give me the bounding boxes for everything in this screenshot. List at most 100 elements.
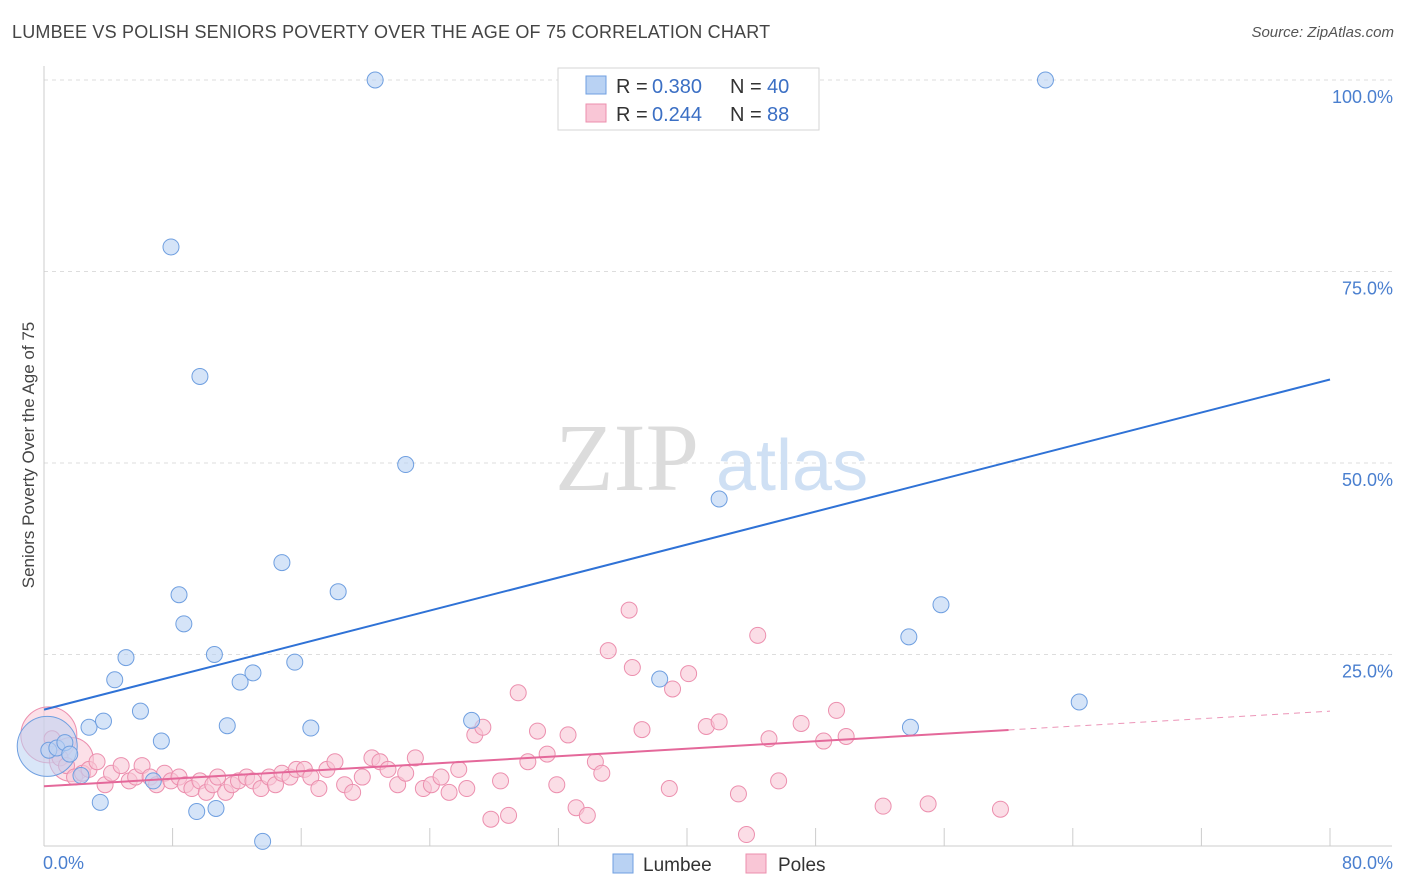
legend-poles-r-label: R =	[616, 104, 648, 126]
poles-point	[623, 659, 641, 677]
lumbee-point	[1036, 71, 1054, 89]
y-tick-labels: 25.0% 50.0% 75.0% 100.0%	[1332, 87, 1393, 682]
trend-line-0	[43, 378, 1331, 711]
lumbee-point	[710, 490, 728, 508]
poles-points	[20, 601, 1009, 844]
poles-point	[458, 780, 476, 798]
lumbee-point	[152, 732, 170, 750]
poles-point	[991, 800, 1009, 818]
watermark: ZIP atlas	[555, 404, 868, 511]
poles-point	[482, 810, 500, 828]
lumbee-point	[106, 671, 124, 689]
chart-title: LUMBEE VS POLISH SENIORS POVERTY OVER TH…	[12, 22, 771, 42]
poles-point	[620, 601, 638, 619]
lumbee-point	[205, 646, 223, 663]
poles-point	[827, 701, 845, 719]
y-tick-label-25: 25.0%	[1342, 662, 1393, 682]
poles-point	[770, 772, 788, 790]
poles-point	[133, 757, 151, 775]
poles-point	[88, 753, 106, 771]
lumbee-point	[651, 670, 669, 688]
correlation-legend: R = 0.380 N = 40 R = 0.244 N = 88	[557, 67, 820, 131]
lumbee-point	[162, 238, 180, 256]
poles-point	[919, 795, 937, 813]
poles-point	[112, 757, 130, 775]
poles-point	[379, 760, 397, 778]
poles-point	[397, 764, 415, 782]
lumbee-point	[244, 664, 262, 682]
poles-point	[578, 806, 596, 824]
lumbee-point	[175, 615, 193, 633]
trend-lines	[43, 378, 1331, 788]
poles-point	[599, 642, 617, 660]
poles-point	[440, 783, 458, 801]
source-label: Source: ZipAtlas.com	[1251, 24, 1394, 41]
lumbee-point	[188, 803, 206, 821]
lumbee-point	[900, 628, 918, 646]
watermark-atlas: atlas	[716, 426, 868, 506]
bottom-legend-poles-label: Poles	[778, 855, 826, 876]
legend-poles-n-value: 88	[767, 104, 789, 126]
lumbee-point	[302, 719, 320, 737]
watermark-zip: ZIP	[555, 404, 699, 511]
poles-point	[302, 768, 320, 786]
bottom-legend-lumbee-label: Lumbee	[643, 855, 712, 876]
legend-lumbee-swatch	[585, 75, 607, 95]
poles-point	[729, 785, 747, 803]
lumbee-point	[80, 718, 98, 736]
grid-lines	[44, 79, 1392, 655]
poles-point	[660, 780, 678, 798]
legend-lumbee-r-value: 0.380	[652, 76, 702, 98]
lumbee-point	[117, 649, 135, 667]
poles-point	[837, 727, 855, 745]
poles-point	[680, 665, 698, 683]
lumbee-point	[397, 456, 415, 474]
x-tick-label-80: 80.0%	[1342, 853, 1393, 873]
poles-point	[538, 745, 556, 763]
poles-point	[633, 721, 651, 739]
legend-poles-swatch	[585, 103, 607, 123]
lumbee-point	[286, 653, 304, 671]
poles-point	[792, 714, 810, 732]
poles-point	[353, 768, 371, 786]
x-tick-label-0: 0.0%	[43, 853, 84, 873]
lumbee-point	[254, 832, 272, 850]
lumbee-point	[329, 583, 347, 601]
poles-point	[664, 680, 682, 698]
poles-point	[749, 626, 767, 644]
lumbee-point	[463, 711, 481, 729]
lumbee-point	[207, 799, 225, 817]
y-axis-label: Seniors Poverty Over the Age of 75	[19, 322, 38, 588]
poles-point	[344, 783, 362, 801]
x-tick-labels: 0.0% 80.0%	[43, 853, 1393, 873]
poles-point	[529, 722, 547, 740]
poles-point	[519, 753, 537, 771]
poles-point	[326, 753, 344, 771]
lumbee-point	[932, 596, 950, 614]
bottom-legend-lumbee-swatch	[612, 853, 634, 874]
lumbee-point	[1070, 693, 1088, 711]
lumbee-point	[94, 712, 112, 730]
trend-line-1	[43, 728, 1009, 788]
lumbee-point	[72, 767, 90, 785]
y-tick-label-50: 50.0%	[1342, 470, 1393, 490]
poles-point	[310, 780, 328, 798]
poles-point	[710, 713, 728, 731]
poles-point	[492, 772, 510, 790]
legend-lumbee-n-label: N =	[730, 76, 762, 98]
poles-point	[593, 764, 611, 782]
legend-lumbee-r-label: R =	[616, 76, 648, 98]
legend-lumbee-n-value: 40	[767, 76, 789, 98]
lumbee-point	[91, 793, 109, 811]
lumbee-points	[16, 71, 1088, 850]
poles-point	[406, 749, 424, 767]
trend-line-extension-1	[1008, 710, 1331, 731]
lumbee-point	[218, 717, 236, 735]
lumbee-point	[191, 367, 209, 385]
poles-point	[432, 768, 450, 786]
legend-poles-n-label: N =	[730, 104, 762, 126]
series-legend: Lumbee Poles	[612, 853, 826, 876]
poles-point	[548, 776, 566, 794]
lumbee-point	[273, 554, 291, 572]
